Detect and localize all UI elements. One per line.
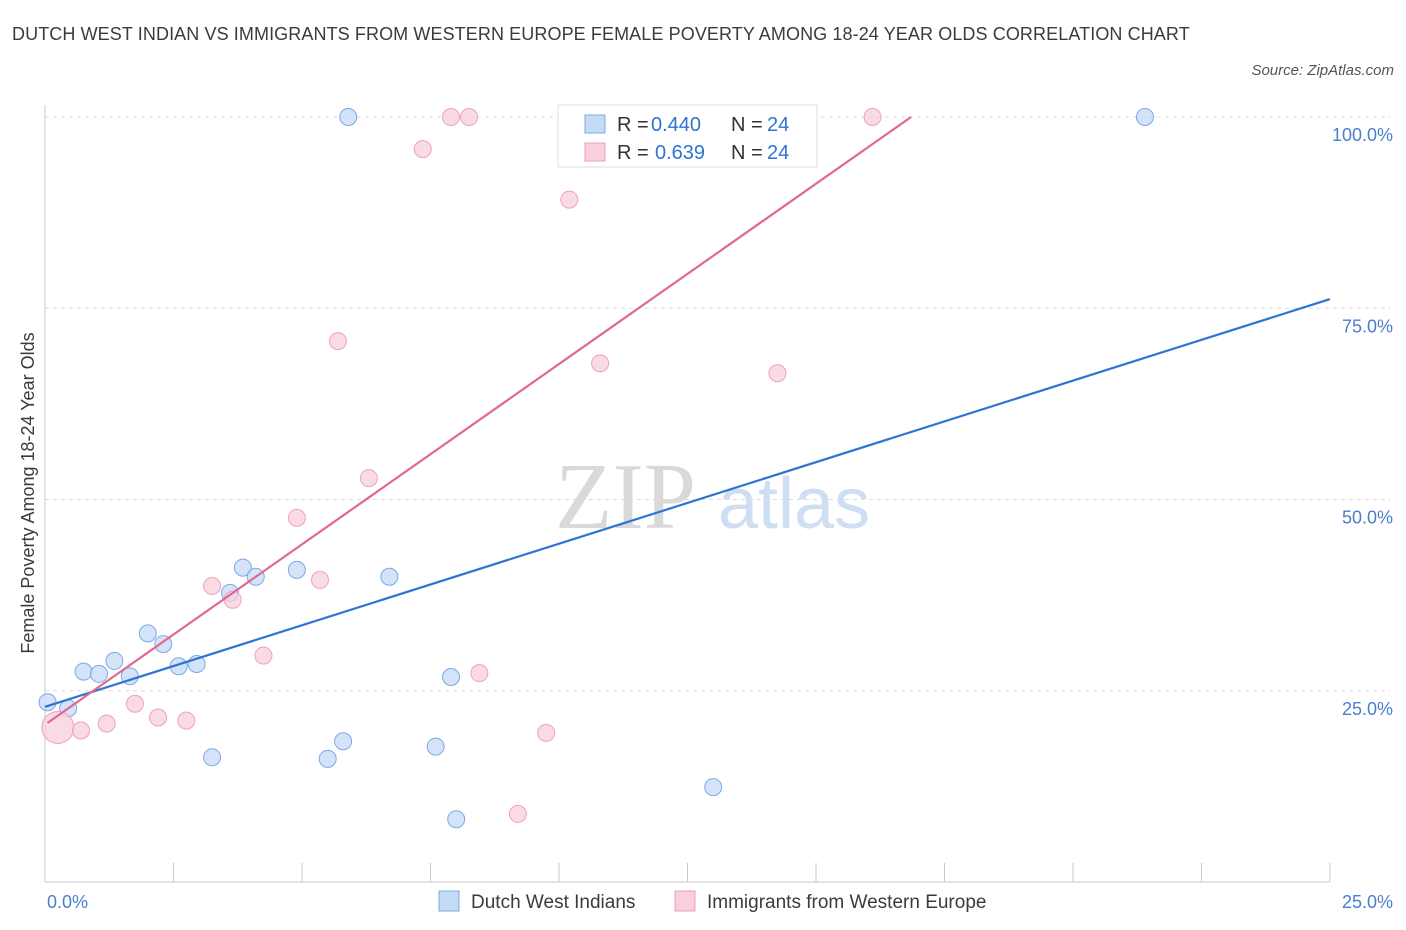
point-dutch-west-indians [318,749,337,768]
tick-labels: 25.0% 50.0% 75.0% 100.0% 0.0% 25.0% [47,125,1393,912]
point-immigrants-western-europe [328,332,347,351]
watermark-atlas: atlas [718,464,870,544]
y-tick-label: 75.0% [1342,316,1393,336]
svg-text:R =: R = [617,142,649,164]
x-ticks [44,863,1331,882]
point-dutch-west-indians [334,732,353,751]
svg-text:R =: R = [617,114,649,136]
stats-n-blue: 24 [767,114,789,136]
points-layer [38,108,1154,829]
y-tick-label: 100.0% [1332,125,1393,145]
point-immigrants-western-europe [359,469,378,488]
stats-r-blue: 0.440 [651,114,701,136]
legend-swatch-dutch-west-indians [438,890,460,912]
point-immigrants-western-europe [149,708,168,727]
legend-swatch-immigrants-western-europe [674,890,696,912]
point-immigrants-western-europe [310,570,329,589]
point-dutch-west-indians [339,108,358,126]
x-tick-label: 25.0% [1342,892,1393,912]
y-tick-label: 25.0% [1342,699,1393,719]
point-dutch-west-indians [426,737,445,756]
legend-label-dutch-west-indians: Dutch West Indians [471,892,635,913]
point-dutch-west-indians [38,693,57,712]
point-immigrants-western-europe [460,108,479,126]
point-immigrants-western-europe [470,664,489,683]
point-immigrants-western-europe [591,354,610,373]
chart-source: Source: ZipAtlas.com [1251,62,1394,79]
point-immigrants-western-europe [254,646,273,665]
point-immigrants-western-europe [287,508,306,527]
trendline-immigrants-western-europe [46,116,912,724]
point-immigrants-western-europe [768,364,787,383]
y-tick-label: 50.0% [1342,508,1393,528]
point-immigrants-western-europe [863,108,882,126]
chart-title: DUTCH WEST INDIAN VS IMMIGRANTS FROM WES… [12,24,1190,44]
y-axis-label: Female Poverty Among 18-24 Year Olds [18,332,38,653]
point-dutch-west-indians [89,664,108,683]
point-dutch-west-indians [74,662,93,681]
point-immigrants-western-europe [71,721,90,740]
svg-text:N =: N = [731,142,763,164]
point-dutch-west-indians [447,810,466,829]
axes [44,105,1331,883]
point-dutch-west-indians [203,748,222,767]
point-immigrants-western-europe [508,804,527,823]
point-dutch-west-indians [138,624,157,643]
svg-text:N =: N = [731,114,763,136]
point-immigrants-western-europe [413,140,432,159]
legend-label-immigrants-western-europe: Immigrants from Western Europe [707,892,986,913]
stats-n-pink: 24 [767,142,789,164]
point-immigrants-western-europe [560,190,579,209]
point-immigrants-western-europe [177,711,196,730]
trendline-dutch-west-indians [44,298,1331,708]
grid-layer [45,116,1390,692]
stats-legend: R = 0.440 N = 24 R = 0.639 N = 24 [557,104,818,168]
point-immigrants-western-europe [203,576,222,595]
point-dutch-west-indians [233,558,252,577]
point-dutch-west-indians [380,567,399,586]
point-dutch-west-indians [442,667,461,686]
x-tick-label: 0.0% [47,892,88,912]
watermark: ZIP atlas [555,445,870,549]
trend-layer [44,116,1331,724]
watermark-zip: ZIP [555,445,696,549]
point-dutch-west-indians [1135,108,1154,126]
point-immigrants-western-europe [442,108,461,126]
point-immigrants-western-europe [537,723,556,742]
point-dutch-west-indians [704,778,723,797]
series-legend: Dutch West Indians Immigrants from Weste… [438,890,986,913]
stats-legend-swatch-pink [584,142,606,162]
point-dutch-west-indians [105,651,124,670]
point-dutch-west-indians [287,560,306,579]
stats-legend-swatch-blue [584,114,606,134]
point-immigrants-western-europe [125,694,144,713]
stats-r-pink: 0.639 [655,142,705,164]
point-immigrants-western-europe [97,714,116,733]
